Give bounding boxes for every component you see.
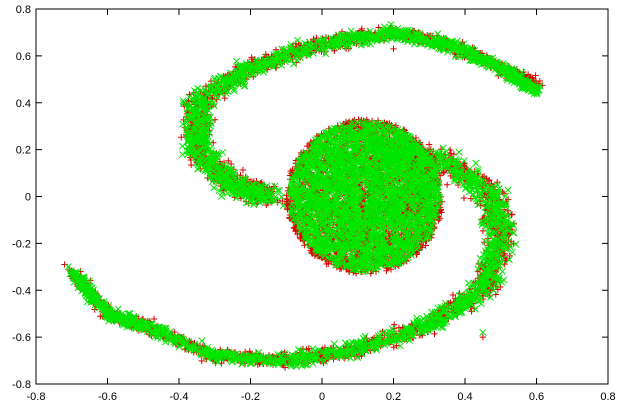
plus-point xyxy=(437,146,445,153)
plus-point xyxy=(290,224,298,231)
plus-point xyxy=(422,242,429,249)
plus-point xyxy=(479,227,487,235)
plus-point xyxy=(438,209,445,216)
plus-point xyxy=(336,265,344,273)
plus-point xyxy=(303,142,311,150)
plus-point xyxy=(221,94,228,102)
points-layer xyxy=(61,20,546,371)
plus-point xyxy=(431,330,438,338)
plus-point xyxy=(460,194,468,202)
plus-point xyxy=(508,211,515,218)
plus-point xyxy=(425,141,433,148)
